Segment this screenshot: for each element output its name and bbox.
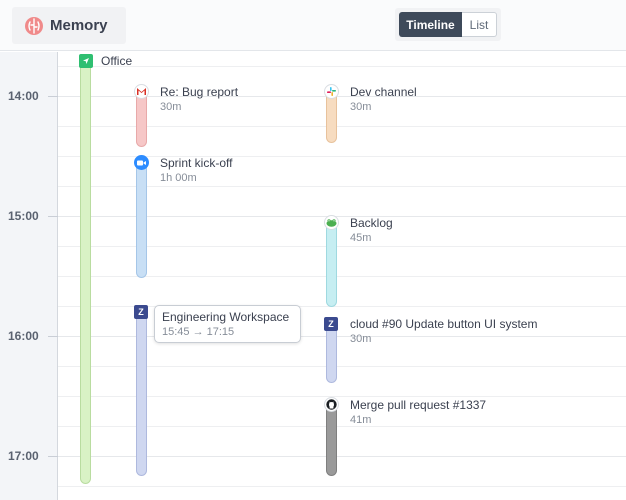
zoom-icon [134, 155, 149, 170]
hour-tick [48, 96, 58, 97]
slack-icon [324, 84, 339, 99]
gridline [58, 306, 626, 307]
event-duration: 30m [160, 101, 182, 113]
event-duration: 1h 00m [160, 172, 197, 184]
navigation-arrow-icon [79, 54, 93, 68]
gridline [58, 126, 626, 127]
tab-timeline[interactable]: Timeline [399, 12, 462, 37]
tooltip-title: Engineering Workspace [162, 310, 290, 324]
hour-tick [48, 456, 58, 457]
gridline [58, 486, 626, 487]
frog-icon [324, 215, 339, 230]
event-duration: 30m [350, 101, 372, 113]
gmail-icon [134, 84, 149, 99]
gridline [58, 216, 626, 217]
gridline [58, 396, 626, 397]
brain-icon [25, 16, 43, 35]
location-label: Office [101, 54, 133, 68]
gridline [58, 96, 626, 97]
view-switcher: Timeline List [395, 8, 501, 41]
event-bar-engineering-workspace[interactable] [136, 306, 147, 476]
z-app-icon: Z [324, 317, 338, 331]
event-title[interactable]: Dev channel [350, 85, 417, 99]
hour-label: 15:00 [8, 209, 39, 223]
gridline [58, 426, 626, 427]
event-title[interactable]: Merge pull request #1337 [350, 398, 487, 412]
gridline [58, 66, 626, 67]
event-tooltip: Engineering Workspace 15:45 → 17:15 [154, 305, 301, 343]
time-gutter: 14:00 15:00 16:00 17:00 [0, 52, 58, 500]
event-title[interactable]: Re: Bug report [160, 85, 239, 99]
gridline [58, 456, 626, 457]
app-name: Memory [50, 17, 108, 34]
event-bar-sprint-kickoff[interactable] [136, 156, 147, 278]
event-duration: 45m [350, 232, 372, 244]
gridline [58, 276, 626, 277]
event-duration: 41m [350, 414, 372, 426]
gridline [58, 366, 626, 367]
event-title[interactable]: cloud #90 Update button UI system [350, 317, 538, 331]
hour-tick [48, 336, 58, 337]
gridline [58, 156, 626, 157]
github-icon [324, 397, 339, 412]
tab-list[interactable]: List [462, 12, 497, 37]
hour-label: 17:00 [8, 449, 39, 463]
event-duration: 30m [350, 333, 372, 345]
hour-label: 14:00 [8, 89, 39, 103]
gridline [58, 336, 626, 337]
event-title[interactable]: Backlog [350, 216, 393, 230]
z-app-icon: Z [134, 305, 148, 319]
tooltip-time: 15:45 → 17:15 [162, 326, 235, 338]
location-bar-office[interactable] [80, 54, 91, 484]
gridline [58, 186, 626, 187]
app-brand[interactable]: Memory [12, 7, 126, 44]
event-title[interactable]: Sprint kick-off [160, 156, 233, 170]
hour-label: 16:00 [8, 329, 39, 343]
hour-tick [48, 216, 58, 217]
app-header: Memory Timeline List [0, 0, 626, 51]
gridline [58, 246, 626, 247]
